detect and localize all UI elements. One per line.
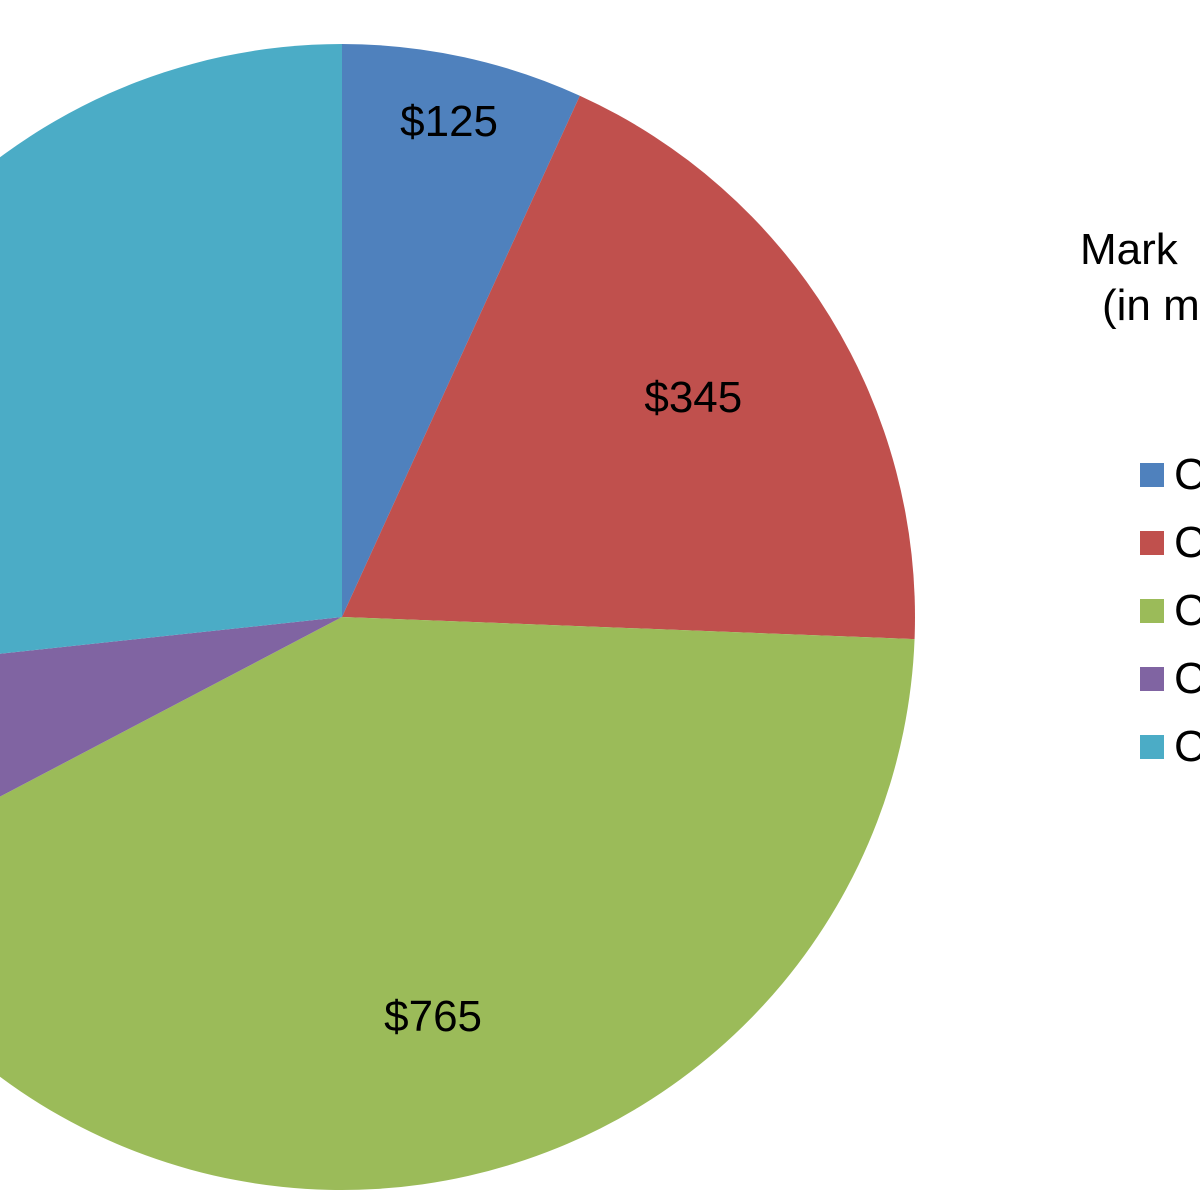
pie-slice-4 — [0, 617, 342, 797]
data-label-3: $765 — [384, 992, 482, 1041]
pie-slice-5 — [0, 44, 342, 654]
legend-swatch-4 — [1140, 667, 1164, 691]
pie-slice-2 — [342, 95, 915, 640]
legend-title-line-2: (in m — [1102, 281, 1200, 330]
data-label-1: $125 — [400, 97, 498, 146]
data-label-2: $345 — [644, 373, 742, 422]
legend-swatch-1 — [1140, 463, 1164, 487]
legend-label-4: C — [1174, 654, 1200, 703]
legend-title-line-1: Mark — [1080, 225, 1178, 274]
pie-slice-3 — [0, 617, 915, 1190]
pie-slice-1 — [342, 44, 580, 617]
pie-labels: $125$345$765$ — [384, 97, 742, 1041]
legend-label-5: C — [1174, 722, 1200, 771]
legend-swatch-2 — [1140, 531, 1164, 555]
legend-label-2: C — [1174, 518, 1200, 567]
legend-swatch-3 — [1140, 599, 1164, 623]
legend-label-1: C — [1174, 450, 1200, 499]
legend-title: Mark (in m — [1080, 222, 1200, 334]
legend-swatch-5 — [1140, 735, 1164, 759]
pie-slices — [0, 44, 915, 1190]
legend-label-3: C — [1174, 586, 1200, 635]
